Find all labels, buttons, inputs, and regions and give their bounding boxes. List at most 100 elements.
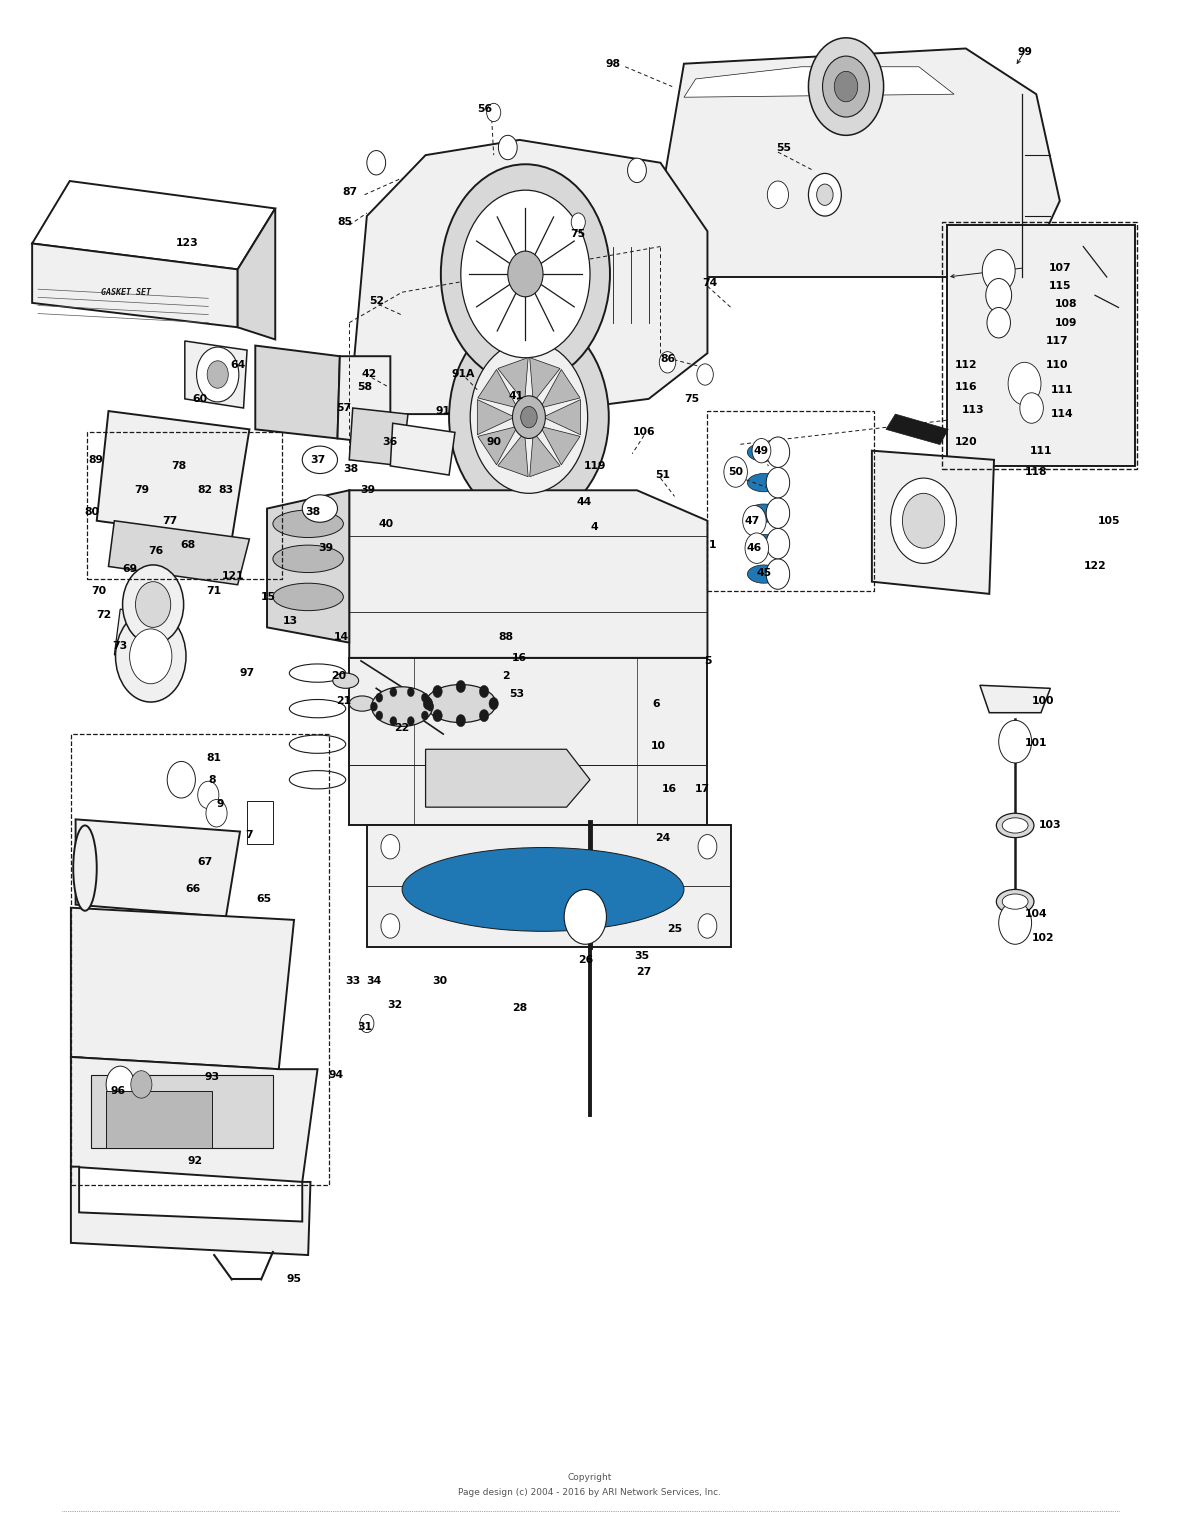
Polygon shape	[32, 180, 275, 269]
Bar	[948, 225, 1135, 466]
Text: 38: 38	[306, 506, 321, 517]
Text: 39: 39	[360, 485, 375, 495]
Text: 30: 30	[432, 976, 447, 986]
Circle shape	[123, 564, 184, 644]
Text: 85: 85	[337, 217, 352, 228]
Text: 8: 8	[208, 775, 216, 784]
Text: 86: 86	[660, 355, 675, 364]
Polygon shape	[267, 491, 349, 642]
Text: 5: 5	[703, 656, 712, 667]
Polygon shape	[337, 356, 391, 445]
Text: 76: 76	[148, 546, 163, 557]
Text: 55: 55	[776, 142, 792, 153]
Circle shape	[985, 278, 1011, 312]
Ellipse shape	[73, 826, 97, 911]
Text: 74: 74	[702, 278, 717, 287]
Polygon shape	[237, 208, 275, 339]
Circle shape	[512, 396, 545, 439]
Circle shape	[520, 407, 537, 428]
Text: 116: 116	[955, 382, 977, 391]
Text: 45: 45	[756, 567, 772, 578]
Circle shape	[116, 610, 186, 702]
Text: 102: 102	[1032, 933, 1055, 943]
Polygon shape	[71, 908, 294, 1069]
Text: 67: 67	[197, 856, 212, 867]
Text: 34: 34	[366, 976, 381, 986]
Text: 21: 21	[336, 696, 350, 705]
Text: 96: 96	[110, 1086, 125, 1095]
Text: 114: 114	[1051, 410, 1074, 419]
Circle shape	[507, 251, 543, 297]
Circle shape	[457, 680, 465, 693]
Text: 117: 117	[1047, 336, 1069, 346]
Text: 16: 16	[512, 653, 527, 664]
Text: 20: 20	[332, 671, 346, 680]
Circle shape	[470, 341, 588, 494]
Polygon shape	[185, 341, 247, 408]
Polygon shape	[255, 346, 340, 439]
Text: 15: 15	[261, 592, 276, 602]
Circle shape	[628, 157, 647, 182]
Text: 31: 31	[356, 1021, 372, 1032]
Ellipse shape	[289, 699, 346, 717]
Circle shape	[982, 249, 1015, 292]
Polygon shape	[349, 657, 708, 826]
Text: 39: 39	[319, 543, 333, 553]
Polygon shape	[391, 424, 455, 476]
Text: 94: 94	[329, 1070, 343, 1081]
Circle shape	[421, 711, 428, 720]
Text: 40: 40	[378, 518, 393, 529]
Text: 10: 10	[650, 742, 666, 751]
Text: 120: 120	[955, 437, 977, 446]
Polygon shape	[71, 1057, 317, 1182]
Circle shape	[130, 628, 172, 683]
Text: Page design (c) 2004 - 2016 by ARI Network Services, Inc.: Page design (c) 2004 - 2016 by ARI Netwo…	[459, 1488, 721, 1497]
Text: 9: 9	[216, 800, 224, 809]
Circle shape	[766, 529, 789, 558]
Bar	[91, 1075, 273, 1148]
Text: 73: 73	[112, 641, 127, 651]
Ellipse shape	[747, 505, 780, 523]
Text: 38: 38	[343, 463, 358, 474]
Text: 2: 2	[502, 671, 510, 680]
Text: 79: 79	[133, 485, 149, 495]
Text: 82: 82	[197, 485, 212, 495]
Text: 46: 46	[747, 543, 762, 553]
Text: 75: 75	[571, 229, 585, 240]
Circle shape	[998, 720, 1031, 763]
Text: 115: 115	[1049, 281, 1071, 291]
Text: 122: 122	[1083, 561, 1107, 572]
Circle shape	[903, 494, 945, 549]
Polygon shape	[76, 820, 240, 917]
Text: 95: 95	[287, 1275, 302, 1284]
Bar	[87, 433, 282, 578]
Circle shape	[1020, 393, 1043, 424]
Polygon shape	[540, 427, 581, 465]
Text: 7: 7	[245, 830, 254, 839]
Circle shape	[197, 347, 238, 402]
Text: 80: 80	[85, 506, 99, 517]
Circle shape	[136, 581, 171, 627]
Ellipse shape	[747, 535, 780, 553]
Polygon shape	[979, 685, 1050, 713]
Polygon shape	[97, 411, 249, 540]
Polygon shape	[349, 408, 408, 466]
Text: 24: 24	[655, 833, 670, 842]
Text: 60: 60	[192, 394, 208, 404]
Text: 91: 91	[435, 407, 451, 416]
Text: 78: 78	[171, 460, 186, 471]
Text: 70: 70	[92, 586, 106, 596]
Circle shape	[660, 352, 676, 373]
Circle shape	[699, 835, 716, 859]
Circle shape	[766, 468, 789, 498]
Text: 37: 37	[310, 454, 326, 465]
Text: 106: 106	[632, 428, 655, 437]
Text: 72: 72	[96, 610, 111, 621]
Circle shape	[106, 1066, 135, 1102]
Circle shape	[486, 104, 500, 122]
Polygon shape	[426, 749, 590, 807]
Text: 36: 36	[382, 437, 398, 446]
Text: 33: 33	[345, 976, 360, 986]
Text: 52: 52	[368, 297, 384, 306]
Text: 83: 83	[218, 485, 234, 495]
